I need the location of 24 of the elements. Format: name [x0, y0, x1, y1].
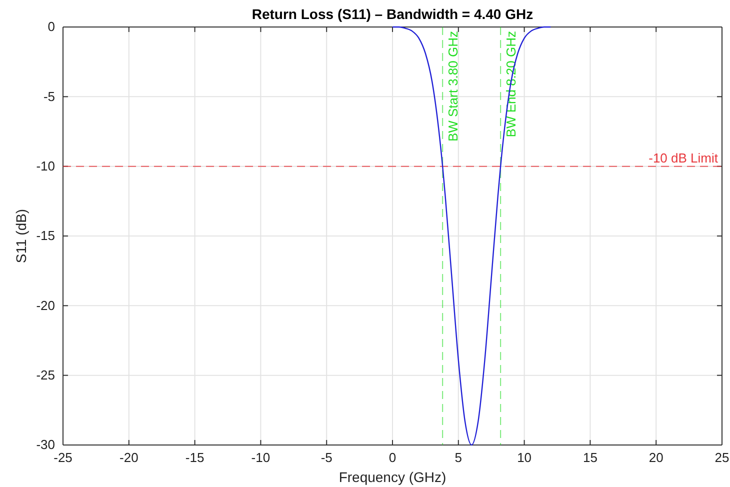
x-tick-label: -25 — [54, 450, 72, 466]
x-tick-label: -10 — [251, 450, 270, 466]
ref-line-label: BW Start 3.80 GHz — [446, 31, 461, 142]
x-tick-label: 15 — [582, 450, 598, 466]
x-tick-label: 0 — [388, 450, 396, 466]
line-series — [392, 26, 552, 446]
x-tick-label: 20 — [648, 450, 664, 466]
x-tick-label: -20 — [120, 450, 138, 466]
y-tick-label: 0 — [48, 19, 55, 34]
y-tick-label: -25 — [36, 367, 55, 382]
y-tick-label: -20 — [36, 298, 55, 313]
x-tick-label: 5 — [454, 450, 462, 466]
y-tick-label: -15 — [36, 228, 55, 244]
chart-title: Return Loss (S11) – Bandwidth = 4.40 GHz — [252, 6, 534, 22]
ref-line-label: -10 dB Limit — [648, 150, 718, 166]
y-tick-label: -30 — [36, 437, 55, 452]
y-tick-label: -10 — [36, 158, 55, 174]
y-axis-title: S11 (dB) — [13, 208, 29, 264]
x-axis-title: Frequency (GHz) — [338, 469, 446, 485]
x-tick-label: -5 — [320, 450, 332, 466]
y-tick-label: -5 — [43, 88, 55, 104]
x-tick-label: 10 — [517, 450, 532, 466]
x-tick-label: -15 — [185, 450, 204, 466]
x-tick-label: 25 — [714, 450, 730, 466]
